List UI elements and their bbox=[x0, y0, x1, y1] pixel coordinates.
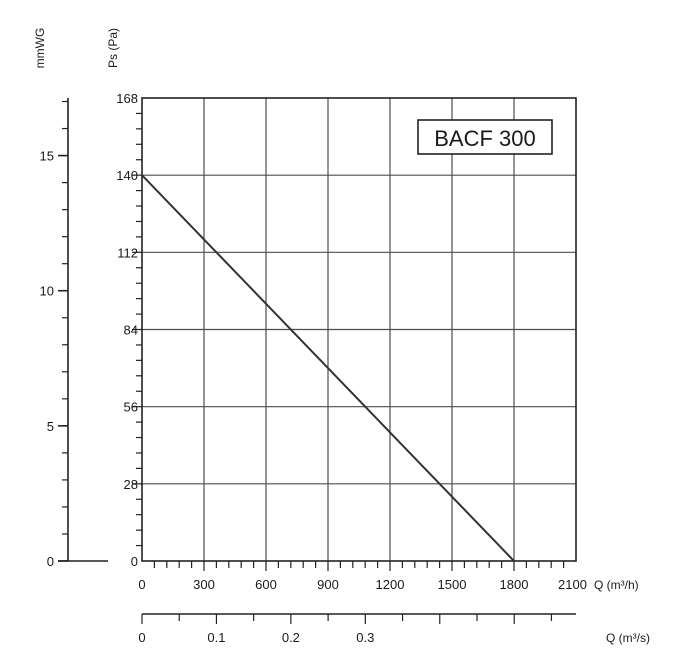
y-secondary-tick-label: 10 bbox=[40, 284, 54, 299]
x-primary-tick-label: 1800 bbox=[500, 577, 529, 592]
x-secondary-tick-label: 0 bbox=[138, 630, 145, 645]
y-primary-tick-label: 140 bbox=[116, 168, 138, 183]
y-secondary-tick-label: 15 bbox=[40, 149, 54, 164]
x-primary-tick-label: 300 bbox=[193, 577, 215, 592]
x-primary-tick-label: 2100 bbox=[558, 577, 587, 592]
y-primary-tick-label: 28 bbox=[124, 477, 138, 492]
y-primary-axis-label: Ps (Pa) bbox=[106, 28, 120, 68]
fan-curve-line bbox=[141, 174, 515, 562]
x-secondary-tick-label: 0.2 bbox=[282, 630, 300, 645]
y-secondary-axis-label: mmWG bbox=[33, 28, 47, 69]
y-secondary-tick-label: 5 bbox=[47, 419, 54, 434]
y-secondary-tick-label: 0 bbox=[47, 554, 54, 569]
x-primary-tick-label: 1500 bbox=[438, 577, 467, 592]
y-primary-tick-label: 112 bbox=[117, 245, 138, 260]
x-primary-axis-label: Q (m³/h) bbox=[594, 578, 639, 592]
y-primary-tick-label: 84 bbox=[124, 323, 138, 338]
y-primary-tick-label: 168 bbox=[116, 91, 138, 106]
y-primary-tick-label: 0 bbox=[131, 554, 138, 569]
x-secondary-tick-label: 0.3 bbox=[356, 630, 374, 645]
x-primary-tick-label: 1200 bbox=[376, 577, 405, 592]
chart-title: BACF 300 bbox=[434, 126, 536, 151]
title-badge-box bbox=[417, 119, 553, 155]
x-primary-tick-label: 0 bbox=[138, 577, 145, 592]
x-secondary-tick-label: 0.1 bbox=[207, 630, 225, 645]
x-primary-tick-label: 900 bbox=[317, 577, 339, 592]
x-secondary-axis-label: Q (m³/s) bbox=[606, 631, 650, 645]
x-primary-tick-label: 600 bbox=[255, 577, 277, 592]
y-primary-tick-label: 56 bbox=[124, 400, 138, 415]
